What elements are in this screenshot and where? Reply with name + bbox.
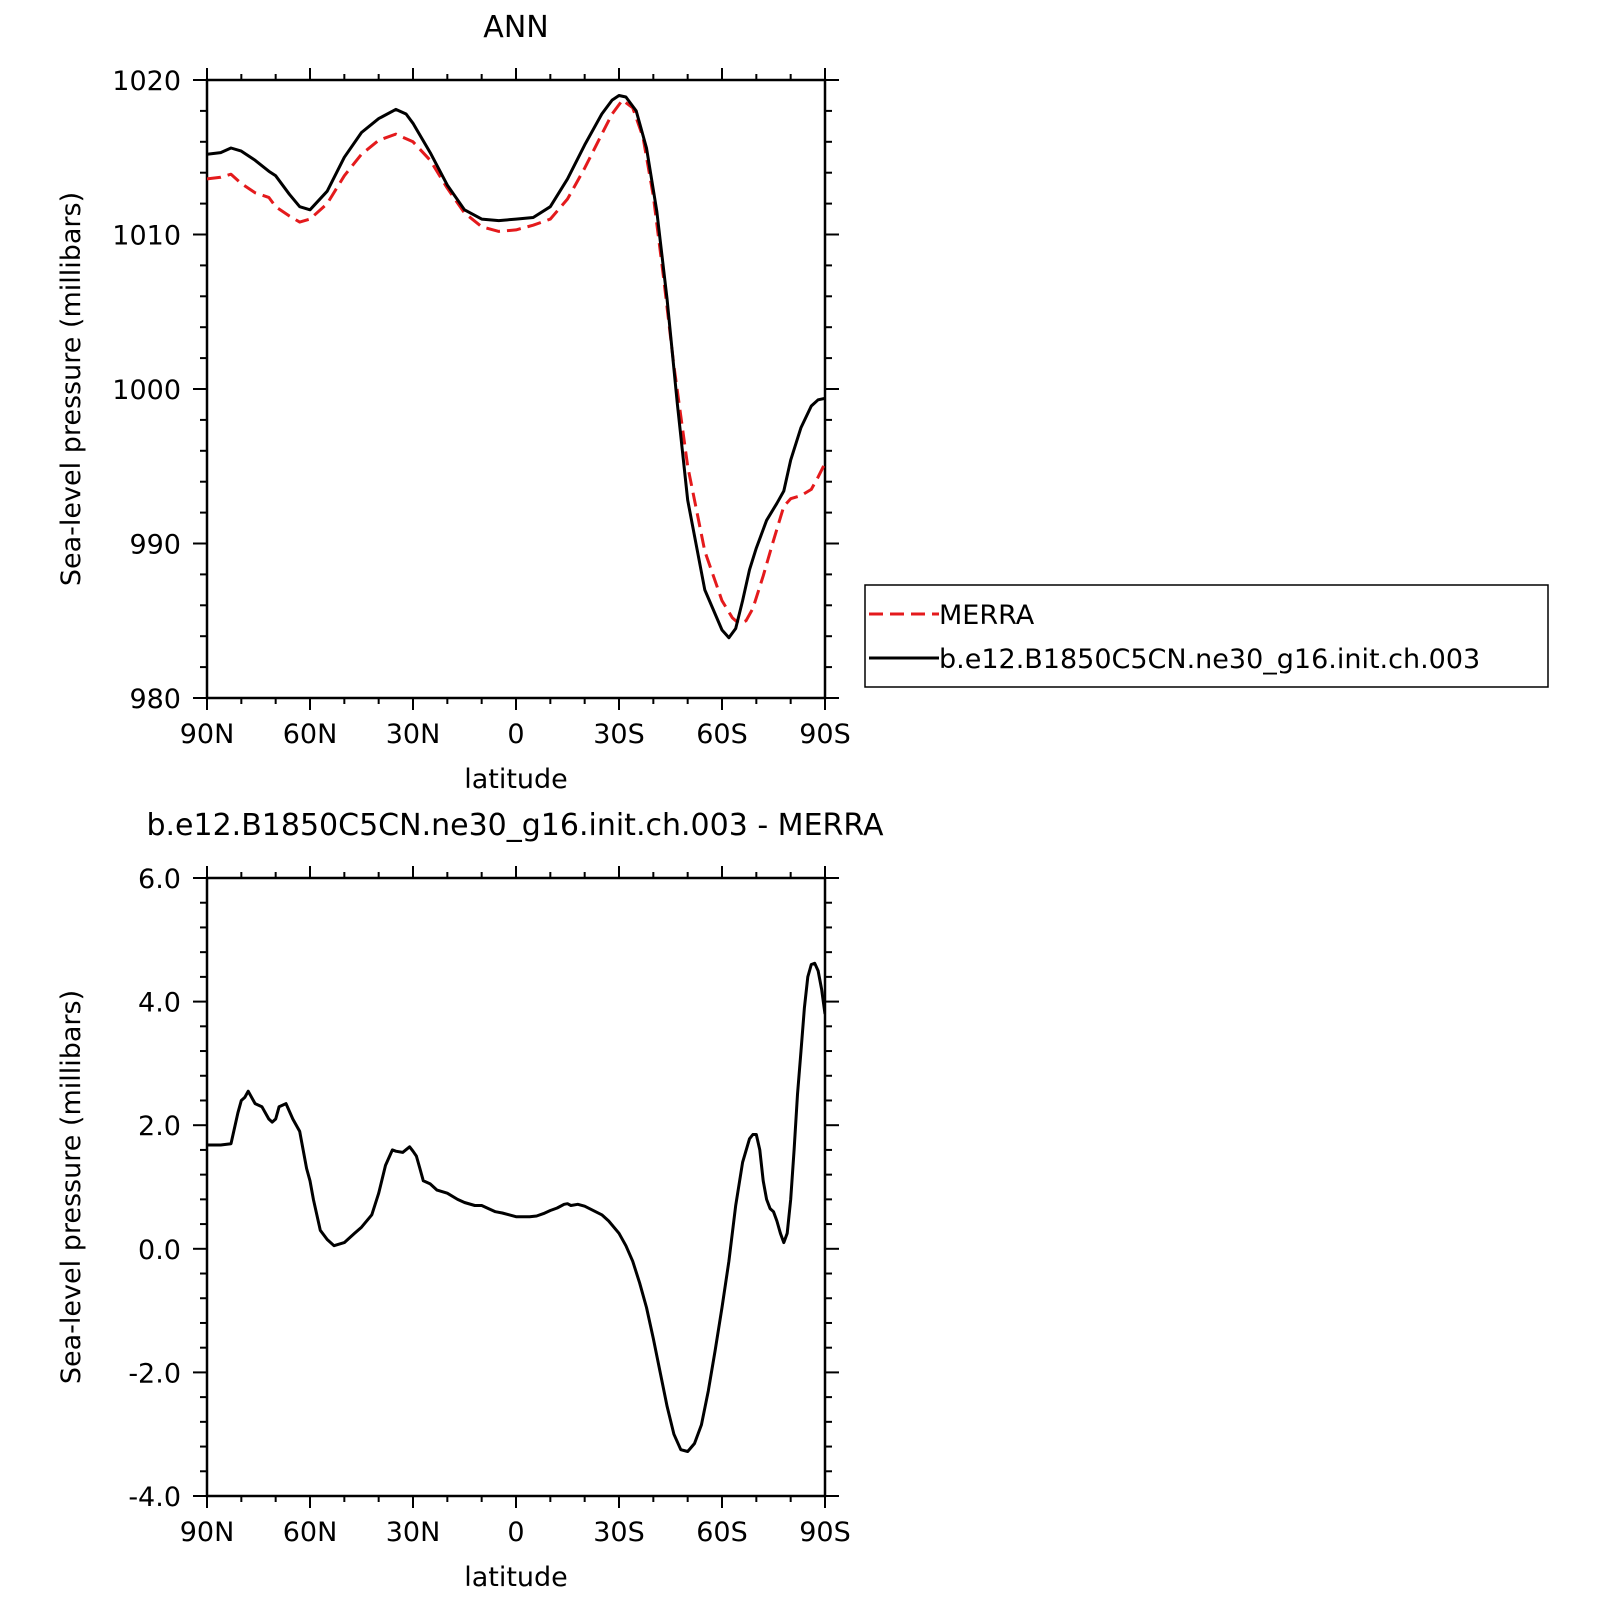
y-tick-label: -4.0 <box>128 1482 181 1513</box>
x-tick-label: 60S <box>696 1517 748 1548</box>
x-tick-label: 90S <box>799 719 851 750</box>
legend-box <box>864 584 1549 688</box>
y-tick-label: 990 <box>129 530 181 561</box>
plot-frame <box>205 876 827 1498</box>
x-tick-label: 60N <box>283 1517 338 1548</box>
y-tick-label: 0.0 <box>138 1235 181 1266</box>
x-tick-label: 30N <box>386 719 441 750</box>
y-tick-label: 1020 <box>112 66 181 97</box>
y-axis-label: Sea-level pressure (millibars) <box>56 990 87 1384</box>
x-tick-label: 30S <box>593 1517 645 1548</box>
x-tick-label: 90S <box>799 1517 851 1548</box>
y-axis-label: Sea-level pressure (millibars) <box>56 192 87 586</box>
y-tick-label: -2.0 <box>128 1358 181 1389</box>
y-tick-label: 980 <box>129 684 181 715</box>
x-axis-label: latitude <box>464 1562 568 1593</box>
y-tick-label: 2.0 <box>138 1111 181 1142</box>
top-panel-slp: 90N 60N 30N 0 30S 60S 90S 1020 1010 1000 990 980 ANN… <box>56 10 851 795</box>
x-tick-label: 60S <box>696 719 748 750</box>
y-tick-label: 6.0 <box>138 864 181 895</box>
x-tick-label: 30N <box>386 1517 441 1548</box>
chart-title: b.e12.B1850C5CN.ne30_g16.init.ch.003 - M… <box>146 808 884 843</box>
x-tick-label: 0 <box>507 719 524 750</box>
x-tick-label: 30S <box>593 719 645 750</box>
bottom-panel-difference: 90N 60N 30N 0 30S 60S 90S 6.0 4.0 2.0 0.0 -2.0 -4.0 b… <box>56 808 884 1593</box>
x-tick-label: 90N <box>180 719 235 750</box>
legend: MERRA b.e12.B1850C5CN.ne30_g16.init.ch.00… <box>864 584 1549 688</box>
y-tick-label: 4.0 <box>138 988 181 1019</box>
legend-label-0: MERRA <box>939 600 1035 631</box>
x-tick-label: 60N <box>283 719 338 750</box>
x-tick-label: 0 <box>507 1517 524 1548</box>
series-line-1 <box>207 94 825 640</box>
x-axis-label: latitude <box>464 764 568 795</box>
series-line-0 <box>207 961 825 1453</box>
y-tick-label: 1010 <box>112 221 181 252</box>
plot-frame <box>205 78 827 700</box>
y-tick-label: 1000 <box>112 375 181 406</box>
legend-label-1: b.e12.B1850C5CN.ne30_g16.init.ch.003 <box>939 644 1480 675</box>
series-line-0 <box>207 98 825 626</box>
x-tick-label: 90N <box>180 1517 235 1548</box>
chart-title: ANN <box>483 10 548 45</box>
